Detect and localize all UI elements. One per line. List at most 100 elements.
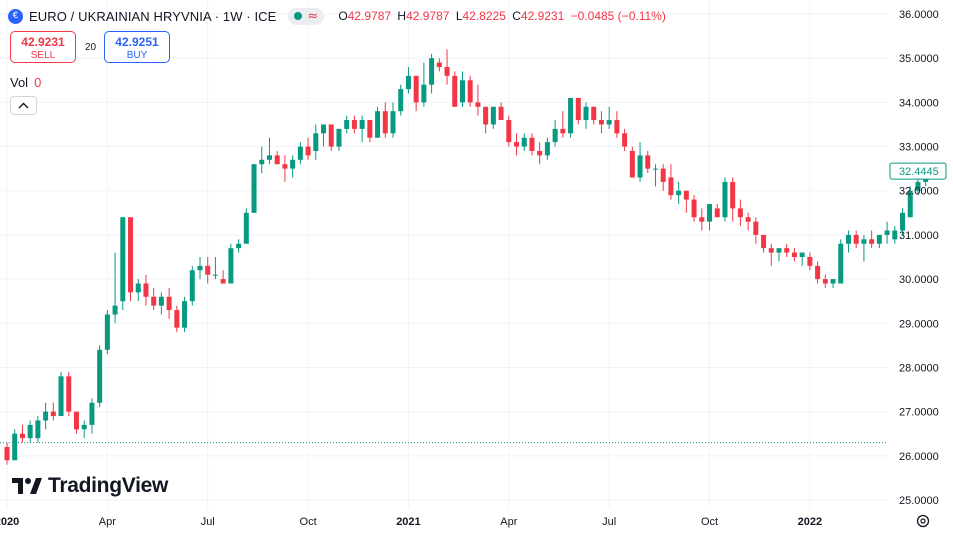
candle-up [120,217,126,311]
candle-body [815,265,821,280]
candle-up [321,124,327,147]
candle-body [243,212,249,244]
y-tick-label: 35.0000 [899,53,939,65]
candle-body [614,120,620,134]
symbol-legend: € EURO / UKRAINIAN HRYVNIA · 1W · ICE ≈ … [8,6,669,26]
candle-body [791,252,797,257]
low-value: 42.8225 [462,9,506,23]
candle-down [753,217,759,244]
candle-up [12,429,18,461]
candle-down [166,287,172,319]
candle-body [398,89,404,112]
candles [4,49,929,465]
candle-body [135,283,141,293]
candle-body [390,111,396,134]
candle-down [560,111,566,138]
candle-body [691,199,697,218]
candle-down [869,230,875,249]
x-tick-label: Jul [602,516,616,528]
buy-button[interactable]: 42.9251 BUY [104,31,170,63]
candle-up [375,106,381,138]
candle-body [845,234,851,244]
candle-body [182,301,188,328]
candle-down [506,115,512,147]
candle-body [869,239,875,244]
candle-body [629,150,635,178]
candle-down [761,234,767,253]
candle-up [97,345,103,408]
watermark-text: TradingView [48,474,169,497]
candle-body [853,234,859,244]
candle-body [359,120,365,129]
candle-body [683,190,689,200]
candle-body [120,217,126,302]
close-label: C [512,9,521,23]
candle-body [598,120,604,125]
candle-body [151,296,157,306]
volume-legend[interactable]: Vol 0 [10,75,41,90]
tv-logo-icon [12,478,42,494]
candle-body [104,314,110,350]
candle-body [737,208,743,218]
candle-up [27,420,33,443]
candle-up [405,67,411,94]
candle-body [89,402,95,425]
candle-up [398,84,404,116]
candle-down [714,203,720,218]
candle-up [290,155,296,178]
candle-body [282,164,288,169]
collapse-legend-button[interactable] [10,96,37,115]
market-status-badge[interactable]: ≈ [288,7,325,25]
candle-body [544,142,550,156]
candle-up [359,115,365,143]
candle-body [166,296,172,311]
candle-up [676,181,682,204]
candle-up [637,142,643,182]
candle-body [707,203,713,222]
candle-body [344,120,350,129]
sell-price: 42.9231 [21,35,65,49]
time-axis[interactable]: 2020 Apr Jul Oct 2021 Apr Jul Oct 2022 [0,516,822,528]
candle-body [128,217,134,293]
candle-body [622,133,628,147]
candle-body [907,190,913,218]
x-tick-label: Oct [300,516,317,528]
candle-body [313,133,319,151]
candle-body [861,239,867,244]
candle-body [205,265,211,275]
candle-down [683,190,689,213]
symbol-title[interactable]: EURO / UKRAINIAN HRYVNIA · 1W · ICE [29,8,277,24]
candle-up [459,71,465,107]
candle-body [297,146,303,160]
candle-body [784,248,790,253]
euro-flag-icon[interactable]: € [8,8,23,24]
candle-down [467,75,473,107]
candle-up [544,137,550,160]
gear-icon[interactable] [916,514,930,528]
candle-body [382,111,388,134]
price-axis[interactable]: 25.0000 26.0000 27.0000 28.0000 29.0000 30.00… [899,9,939,507]
tradingview-logo[interactable]: TradingView [12,474,168,498]
spread-value: 20 [85,42,97,53]
ohlc-values: O42.9787 H42.9787 L42.8225 C42.9231 −0.0… [338,9,669,23]
candle-up [552,120,558,147]
candle-body [452,75,458,107]
high-label: H [397,9,407,23]
candle-down [143,274,149,306]
candle-body [506,120,512,143]
candle-down [475,84,481,116]
candle-up [197,257,203,280]
candle-down [444,49,450,85]
y-tick-label: 25.0000 [899,495,939,507]
candle-body [830,279,836,284]
candle-down [305,137,311,160]
candle-body [27,424,33,439]
candle-down [151,287,157,311]
buy-price: 42.9251 [115,35,159,49]
candle-body [467,80,473,103]
candle-up [182,296,188,333]
candle-down [529,133,535,156]
candle-body [290,159,296,169]
sell-button[interactable]: 42.9231 SELL [10,31,76,63]
